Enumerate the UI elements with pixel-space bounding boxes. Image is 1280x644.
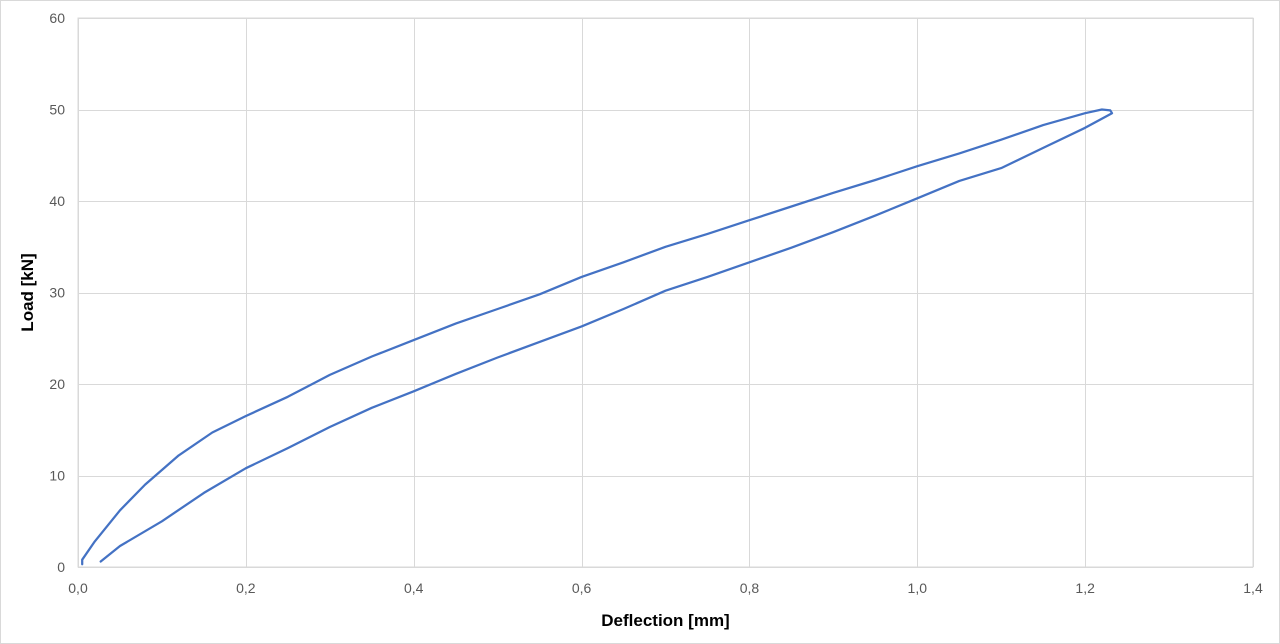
x-tick-label: 1,4 bbox=[1243, 580, 1263, 596]
x-tick-label: 1,2 bbox=[1075, 580, 1095, 596]
x-tick-label: 0,8 bbox=[740, 580, 760, 596]
grid bbox=[78, 18, 1254, 568]
y-tick-label: 0 bbox=[57, 559, 65, 575]
x-axis-title: Deflection [mm] bbox=[601, 611, 729, 630]
y-axis-title: Load [kN] bbox=[18, 253, 37, 331]
y-tick-label: 30 bbox=[49, 285, 65, 301]
x-axis-ticks: 0,0 0,2 0,4 0,6 0,8 1,0 1,2 1,4 bbox=[68, 580, 1263, 596]
y-tick-label: 60 bbox=[49, 10, 65, 26]
y-tick-label: 20 bbox=[49, 376, 65, 392]
plot-area bbox=[77, 17, 1254, 568]
x-tick-label: 1,0 bbox=[908, 580, 928, 596]
x-tick-label: 0,0 bbox=[68, 580, 88, 596]
x-tick-label: 0,6 bbox=[572, 580, 592, 596]
x-tick-label: 0,2 bbox=[236, 580, 256, 596]
load-deflection-curve bbox=[81, 108, 1114, 566]
y-tick-label: 10 bbox=[49, 468, 65, 484]
x-tick-label: 0,4 bbox=[404, 580, 424, 596]
y-tick-label: 50 bbox=[49, 102, 65, 118]
series-layer bbox=[81, 108, 1114, 566]
y-tick-label: 40 bbox=[49, 193, 65, 209]
y-axis-ticks: 0 10 20 30 40 50 60 bbox=[49, 10, 65, 575]
